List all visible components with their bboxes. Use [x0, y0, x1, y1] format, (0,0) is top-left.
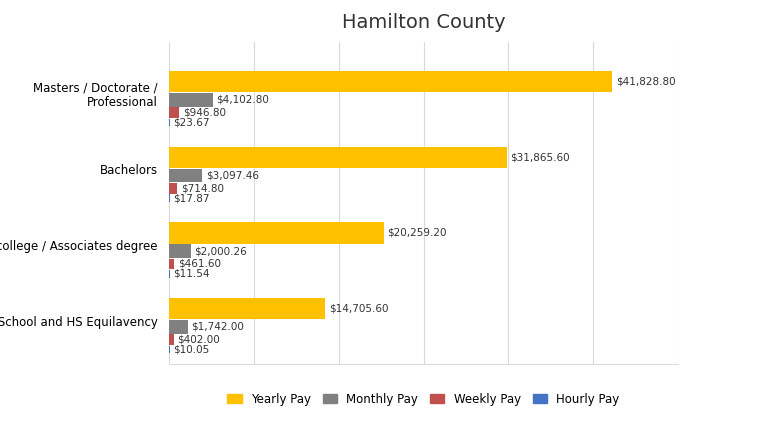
Bar — [169, 169, 203, 182]
Text: $41,828.80: $41,828.80 — [616, 77, 675, 87]
Bar — [169, 244, 191, 258]
Bar — [169, 71, 612, 92]
Text: $4,102.80: $4,102.80 — [216, 95, 270, 105]
Bar — [169, 93, 213, 107]
Text: $14,705.60: $14,705.60 — [329, 304, 388, 313]
Text: $20,259.20: $20,259.20 — [387, 228, 447, 238]
Bar — [169, 334, 174, 345]
Text: $17.87: $17.87 — [173, 193, 209, 203]
Text: $10.05: $10.05 — [173, 344, 209, 354]
Bar — [169, 298, 325, 319]
Text: $946.80: $946.80 — [183, 107, 226, 118]
Text: $31,865.60: $31,865.60 — [511, 152, 570, 162]
Text: $3,097.46: $3,097.46 — [206, 170, 259, 181]
Text: $23.67: $23.67 — [173, 118, 210, 127]
Bar — [169, 183, 177, 194]
Bar — [169, 222, 384, 244]
Bar — [169, 320, 188, 333]
Text: $461.60: $461.60 — [178, 259, 221, 269]
Text: $714.80: $714.80 — [181, 183, 223, 193]
Bar — [169, 258, 174, 269]
Legend: Yearly Pay, Monthly Pay, Weekly Pay, Hourly Pay: Yearly Pay, Monthly Pay, Weekly Pay, Hou… — [224, 389, 623, 409]
Text: $402.00: $402.00 — [177, 335, 220, 345]
Text: $1,742.00: $1,742.00 — [192, 322, 244, 332]
Bar — [169, 107, 179, 118]
Text: $2,000.26: $2,000.26 — [194, 246, 247, 256]
Text: $11.54: $11.54 — [173, 269, 209, 279]
Title: Hamilton County: Hamilton County — [342, 14, 505, 33]
Bar — [169, 147, 507, 168]
